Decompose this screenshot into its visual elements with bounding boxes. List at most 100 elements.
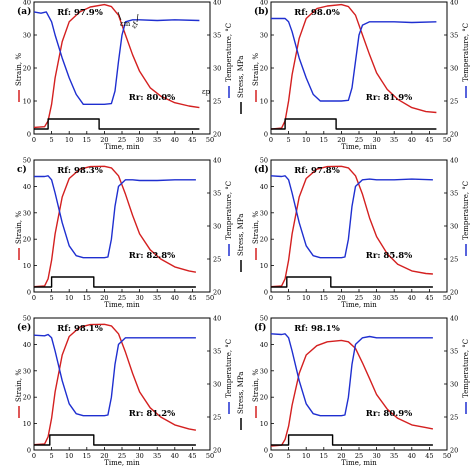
x-tick-label: 30	[372, 452, 380, 460]
series-line-temperature	[270, 175, 433, 259]
x-tick-label: 25	[355, 452, 363, 460]
x-tick-label: 5	[50, 136, 54, 144]
panel-label: (f)	[254, 322, 266, 333]
x-tick-label: 25	[118, 136, 126, 144]
x-tick-label: 40	[171, 136, 179, 144]
panel-label: (d)	[254, 164, 269, 175]
y-right-axis-label-temperature: Temperature, °C	[225, 23, 233, 82]
y-right-axis-label-temperature: Temperature, °C	[225, 339, 233, 398]
y-right-tick-label: 30	[450, 223, 458, 231]
y-right-axis-label-temperature: Temperature, °C	[225, 181, 233, 240]
y-left-tick-label: 30	[23, 367, 31, 375]
x-tick-label: 15	[320, 452, 328, 460]
rf-label: Rf: 98.1%	[294, 324, 340, 334]
x-tick-label: 10	[65, 136, 73, 144]
y-left-tick-label: 0	[264, 131, 268, 139]
x-tick-label: 20	[100, 452, 108, 460]
y-left-axis-label: Strain, %	[15, 369, 23, 402]
y-right-axis-label-stress: Stress, MPa	[237, 214, 245, 256]
x-tick-label: 10	[65, 294, 73, 302]
chart-panel: 0 5 10 15 20 25 30 35 40 45 50 Time, min 0 10 20 30 40 50…	[15, 157, 245, 310]
series-line-strain	[33, 3, 200, 129]
x-tick-label: 45	[188, 136, 196, 144]
x-tick-label: 15	[83, 136, 91, 144]
rr-label: Rr: 81.9%	[366, 93, 412, 103]
x-tick-label: 35	[390, 136, 398, 144]
series-line-strain	[270, 339, 434, 447]
y-right-tick-label: 20	[450, 131, 458, 139]
y-left-tick-label: 20	[260, 65, 268, 73]
y-left-tick-label: 50	[23, 315, 31, 323]
series-line-stress	[34, 434, 196, 446]
y-right-axis-label-temperature: Temperature, °C	[462, 339, 470, 398]
y-left-tick-label: 50	[260, 157, 268, 165]
y-right-tick-label: 35	[213, 32, 221, 40]
y-right-tick-label: 20	[213, 447, 221, 455]
y-left-tick-label: 50	[23, 157, 31, 165]
series-line-temperature	[271, 17, 437, 102]
rf-label: Rf: 98.0%	[294, 8, 340, 18]
x-tick-label: 25	[355, 136, 363, 144]
x-tick-label: 25	[118, 452, 126, 460]
x-tick-label: 50	[443, 294, 451, 302]
y-right-tick-label: 20	[450, 289, 458, 297]
y-right-axis-label-temperature: Temperature, °C	[462, 23, 470, 82]
x-axis-label: Time, min	[341, 143, 377, 151]
y-left-tick-label: 40	[260, 183, 268, 191]
y-right-tick-label: 40	[450, 0, 458, 7]
y-right-tick-label: 25	[213, 256, 221, 264]
y-right-tick-label: 40	[213, 315, 221, 323]
y-right-tick-label: 25	[450, 256, 458, 264]
x-tick-label: 40	[408, 294, 416, 302]
y-left-tick-label: 40	[23, 183, 31, 191]
rr-label: Rr: 80.9%	[366, 409, 412, 419]
x-tick-label: 20	[337, 294, 345, 302]
series-line-temperature	[33, 333, 196, 417]
annotation-eps-p: εp	[202, 88, 211, 96]
y-right-tick-label: 20	[213, 131, 221, 139]
y-left-tick-label: 20	[260, 394, 268, 402]
rf-label: Rf: 98.1%	[57, 324, 103, 334]
y-left-axis-label: Strain, %	[252, 369, 260, 402]
x-tick-label: 30	[135, 294, 143, 302]
x-tick-label: 0	[269, 452, 273, 460]
rr-label: Rr: 80.0%	[129, 93, 175, 103]
y-left-tick-label: 30	[260, 209, 268, 217]
x-tick-label: 30	[372, 136, 380, 144]
x-tick-label: 15	[83, 452, 91, 460]
y-right-tick-label: 20	[213, 289, 221, 297]
rf-label: Rf: 97.8%	[294, 166, 340, 176]
x-axis-label: Time, min	[104, 459, 140, 467]
x-axis-label: Time, min	[104, 143, 140, 151]
annotation-eps-m: εm	[120, 20, 131, 28]
x-tick-label: 10	[302, 452, 310, 460]
x-axis-label: Time, min	[341, 459, 377, 467]
x-tick-label: 35	[153, 294, 161, 302]
x-tick-label: 20	[100, 294, 108, 302]
y-left-tick-label: 10	[260, 98, 268, 106]
x-tick-label: 45	[188, 452, 196, 460]
x-tick-label: 50	[443, 452, 451, 460]
y-right-axis-label-temperature: Temperature, °C	[462, 181, 470, 240]
x-tick-label: 15	[83, 294, 91, 302]
annotation-pointer	[136, 13, 139, 23]
y-left-tick-label: 30	[260, 367, 268, 375]
y-left-axis-label: Strain, %	[15, 53, 23, 86]
x-tick-label: 35	[390, 452, 398, 460]
x-tick-label: 0	[32, 452, 36, 460]
x-tick-label: 0	[32, 136, 36, 144]
y-left-axis-label: Strain, %	[252, 53, 260, 86]
x-tick-label: 0	[269, 136, 273, 144]
x-tick-label: 10	[302, 294, 310, 302]
panel-label: c)	[17, 164, 27, 175]
panel-label: (a)	[17, 6, 31, 17]
y-right-tick-label: 40	[213, 157, 221, 165]
x-tick-label: 50	[206, 136, 214, 144]
y-right-tick-label: 25	[213, 414, 221, 422]
x-tick-label: 40	[171, 452, 179, 460]
panel-label: (e)	[17, 322, 31, 333]
x-tick-label: 40	[171, 294, 179, 302]
x-tick-label: 35	[390, 294, 398, 302]
y-left-tick-label: 40	[23, 0, 31, 7]
